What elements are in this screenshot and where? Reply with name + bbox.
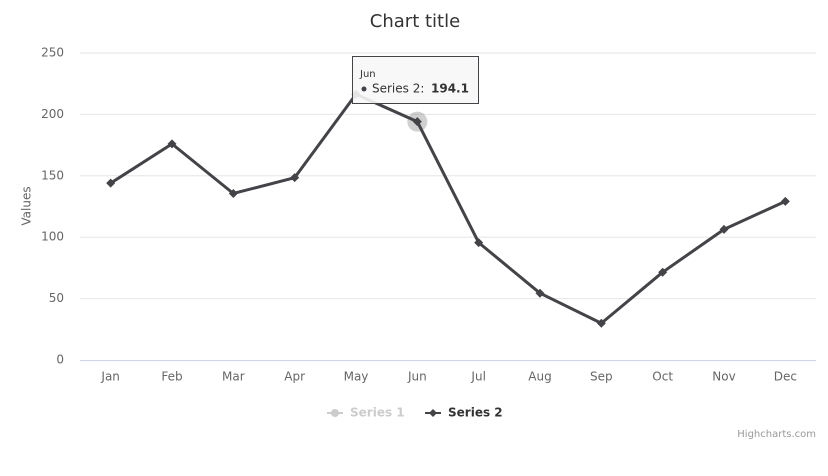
tooltip-bullet [361, 86, 367, 92]
x-tick-label: May [344, 370, 369, 384]
y-tick-label: 250 [41, 46, 64, 60]
data-point[interactable] [719, 224, 729, 234]
data-point[interactable] [474, 238, 484, 248]
x-tick-label: Mar [222, 370, 245, 384]
chart-title: Chart title [370, 11, 460, 32]
tooltip-value: 194.1 [431, 82, 469, 96]
tooltip-label: Series 2: [372, 82, 424, 96]
x-tick-label: Sep [590, 370, 613, 384]
tooltip-box [352, 56, 479, 104]
y-tick-label: 50 [49, 291, 64, 305]
x-tick-label: Apr [284, 370, 305, 384]
y-tick-label: 200 [41, 107, 64, 121]
x-tick-label: Jan [100, 370, 120, 384]
x-tick-label: Aug [528, 370, 551, 384]
series-line [109, 92, 786, 325]
x-tick-label: Jun [407, 370, 427, 384]
data-point[interactable] [535, 288, 545, 298]
data-point[interactable] [596, 318, 606, 328]
credits[interactable]: Highcharts.com [737, 429, 816, 440]
data-point[interactable] [228, 188, 238, 198]
hover-halo [407, 111, 428, 132]
legend-label[interactable]: Series 2 [448, 406, 503, 420]
y-tick-label: 0 [56, 353, 64, 367]
x-tick-label: Nov [712, 370, 735, 384]
tooltip: Jun Series 2: 194.1 [352, 56, 479, 104]
y-tick-label: 100 [41, 230, 64, 244]
x-tick-label: Feb [161, 370, 182, 384]
data-point[interactable] [106, 178, 116, 188]
y-tick-label: 150 [41, 168, 64, 182]
x-tick-label: Jul [470, 370, 485, 384]
x-tick-label: Dec [774, 370, 797, 384]
legend-symbol[interactable] [429, 409, 437, 417]
legend-symbol[interactable] [331, 409, 339, 417]
data-point[interactable] [780, 196, 790, 206]
data-point[interactable] [290, 173, 300, 183]
data-point[interactable] [658, 267, 668, 277]
x-tick-label: Oct [652, 370, 673, 384]
data-point[interactable] [167, 139, 177, 149]
y-axis-label: Values [20, 186, 34, 225]
data-point[interactable] [412, 117, 422, 127]
legend-label[interactable]: Series 1 [350, 406, 405, 420]
tooltip-title: Jun [359, 69, 376, 80]
